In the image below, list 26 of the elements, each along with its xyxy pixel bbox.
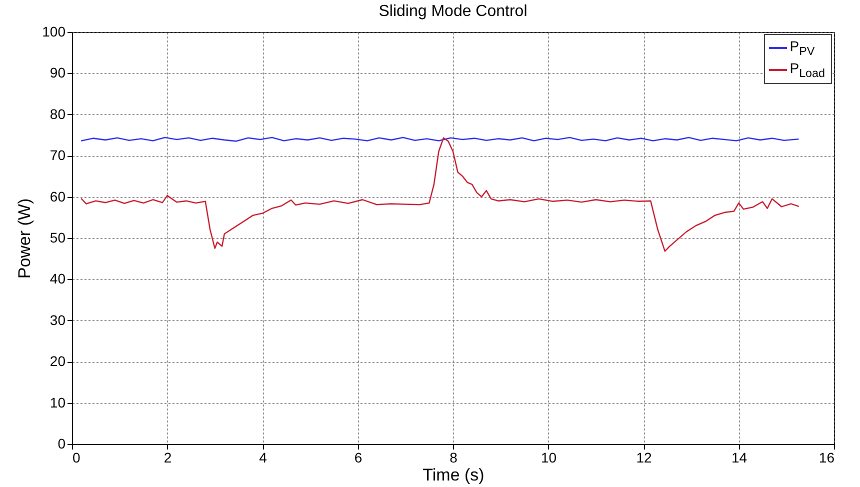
x-tick-label: 0 [72, 450, 80, 466]
x-tick-label: 2 [164, 450, 172, 466]
x-axis-title: Time (s) [422, 466, 484, 484]
x-tick-label: 16 [818, 450, 835, 466]
y-tick-label: 40 [50, 270, 66, 287]
y-tick-label: 100 [42, 24, 66, 40]
y-tick-label: 70 [50, 147, 66, 164]
x-tick-label: 4 [259, 450, 268, 466]
y-tick-label: 50 [50, 230, 66, 246]
legend-label: P$_{PV}$ [790, 38, 815, 58]
y-tick-label: 30 [50, 312, 66, 328]
chart-title: Sliding Mode Control [378, 3, 528, 20]
y-axis-title: Power (W) [15, 198, 34, 279]
x-tick-label: 6 [354, 450, 362, 466]
x-tick-label: 10 [540, 450, 557, 466]
legend-label: P$_{Load}$ [790, 60, 825, 80]
y-tick-label: 10 [50, 394, 66, 410]
y-tick-label: 60 [50, 188, 66, 204]
x-tick-label: 14 [731, 450, 748, 466]
y-tick-label: 80 [50, 106, 66, 122]
y-tick-label: 90 [50, 64, 66, 81]
y-tick-label: 0 [58, 436, 66, 452]
line-series [80, 137, 799, 252]
x-tick-label: 8 [450, 450, 458, 466]
x-tick-label: 12 [636, 450, 652, 466]
y-tick-label: 20 [50, 353, 66, 370]
